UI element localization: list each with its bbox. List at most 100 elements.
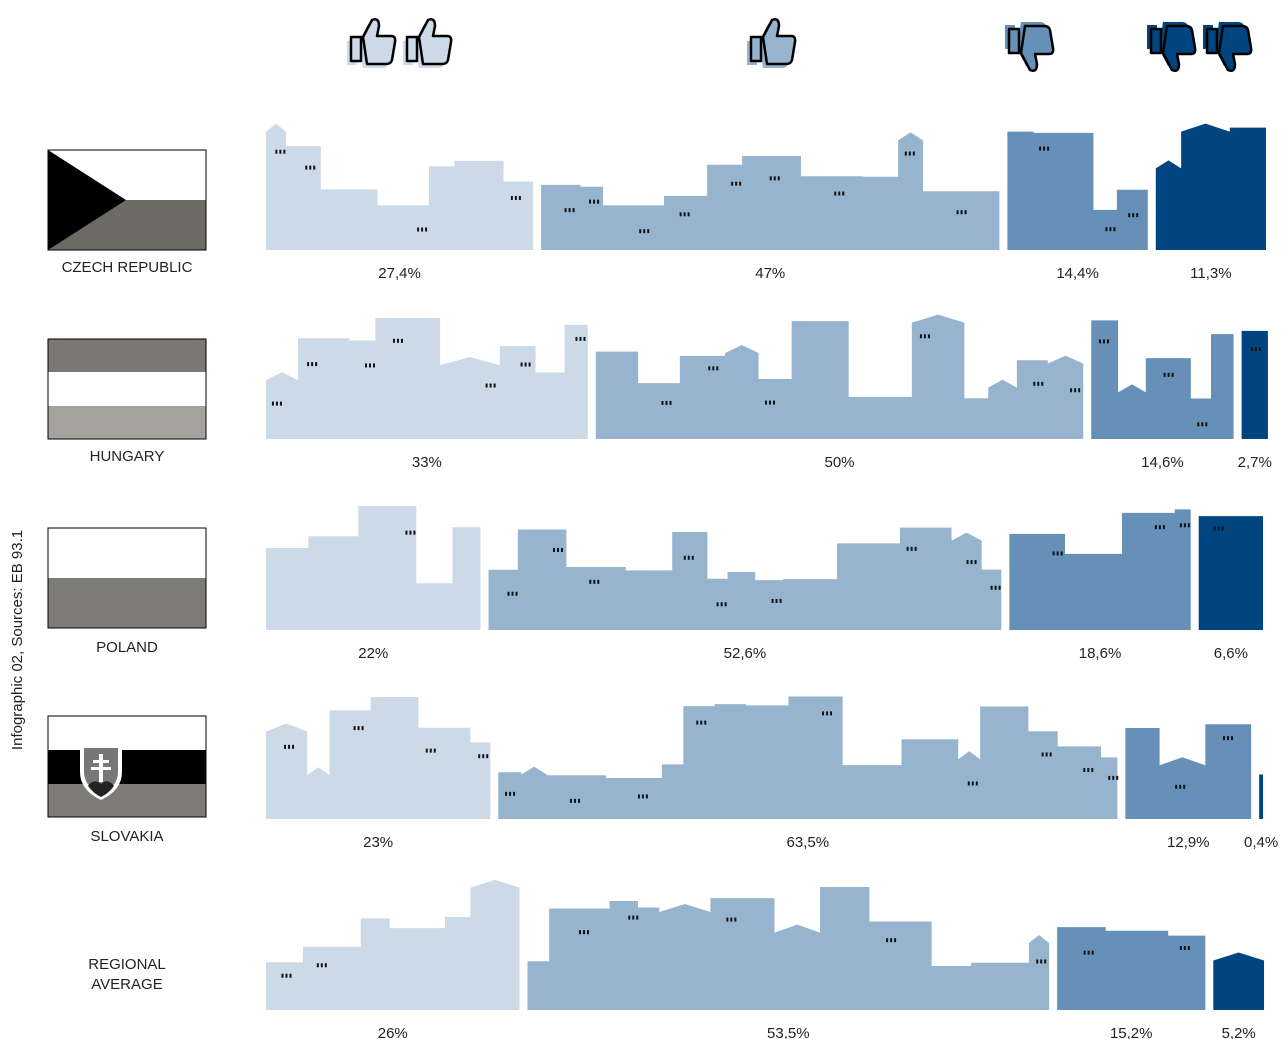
window: [726, 918, 728, 922]
window: [913, 152, 915, 156]
category-label: POLAND: [57, 638, 197, 658]
window: [1074, 388, 1076, 392]
window: [1113, 227, 1115, 231]
value-label: 0,4%: [1244, 834, 1278, 851]
window: [393, 339, 395, 343]
chart: Infographic 02, Sources: EB 93.1 27,4%47…: [0, 0, 1287, 1039]
window: [1053, 551, 1055, 555]
window: [597, 580, 599, 584]
value-label: 33%: [412, 454, 442, 471]
thumb-icon: [347, 19, 395, 68]
window: [430, 749, 432, 753]
window: [1087, 768, 1089, 772]
window: [321, 963, 323, 967]
window: [712, 366, 714, 370]
window: [597, 200, 599, 204]
window: [276, 402, 278, 406]
window: [1175, 785, 1177, 789]
window: [1163, 525, 1165, 529]
skyline-bar: [498, 697, 1117, 819]
skyline-bar: [266, 124, 533, 250]
value-label: 11,3%: [1190, 265, 1231, 282]
window: [911, 547, 913, 551]
window: [1183, 785, 1185, 789]
window: [313, 166, 315, 170]
window: [512, 592, 514, 596]
window: [688, 212, 690, 216]
window: [1099, 339, 1101, 343]
window: [700, 721, 702, 725]
window: [1033, 382, 1035, 386]
category-label: HUNGARY: [57, 447, 197, 467]
window: [401, 339, 403, 343]
window: [1092, 951, 1094, 955]
window: [589, 580, 591, 584]
window: [1108, 776, 1110, 780]
window: [1057, 551, 1059, 555]
value-label: 5,2%: [1222, 1025, 1256, 1039]
skyline-bar: [1199, 516, 1263, 630]
category-label: CZECH REPUBLIC: [57, 258, 197, 278]
window: [574, 799, 576, 803]
window: [1040, 960, 1042, 964]
window: [999, 586, 1001, 590]
window: [426, 749, 428, 753]
window: [778, 176, 780, 180]
window: [1046, 752, 1048, 756]
window: [1184, 946, 1186, 950]
window: [826, 711, 828, 715]
thumb: [1009, 26, 1053, 71]
window: [354, 726, 356, 730]
window: [317, 963, 319, 967]
value-label: 2,7%: [1238, 454, 1272, 471]
window: [288, 745, 290, 749]
window: [730, 918, 732, 922]
window: [325, 963, 327, 967]
window: [373, 363, 375, 367]
window: [557, 548, 559, 552]
window: [915, 547, 917, 551]
window: [704, 721, 706, 725]
window: [1132, 213, 1134, 217]
window: [511, 196, 513, 200]
window: [434, 749, 436, 753]
window: [1036, 960, 1038, 964]
page: {"chart_data": {"type": "bar", "orientat…: [0, 0, 1287, 1039]
window: [991, 586, 993, 590]
window: [1255, 347, 1257, 351]
window: [305, 166, 307, 170]
window: [1188, 523, 1190, 527]
window: [920, 334, 922, 338]
window: [688, 556, 690, 560]
window: [405, 531, 407, 535]
window: [1164, 373, 1166, 377]
value-label: 12,9%: [1167, 834, 1210, 851]
window: [995, 586, 997, 590]
window: [409, 531, 411, 535]
window: [311, 362, 313, 366]
flag-hungary: [48, 339, 206, 439]
window: [1136, 213, 1138, 217]
window: [589, 200, 591, 204]
value-label: 63,5%: [787, 834, 830, 851]
window: [1214, 527, 1216, 531]
window: [1116, 776, 1118, 780]
window: [1037, 382, 1039, 386]
window: [561, 548, 563, 552]
window: [830, 711, 832, 715]
window: [490, 384, 492, 388]
skyline-bar: [266, 880, 520, 1010]
window: [413, 531, 415, 535]
window: [725, 602, 727, 606]
flag-poland: [48, 528, 206, 628]
window: [834, 192, 836, 196]
flag-slovakia: [48, 716, 206, 817]
window: [1043, 147, 1045, 151]
window: [890, 938, 892, 942]
skyline-bar: [1213, 953, 1264, 1010]
window: [628, 916, 630, 920]
window: [1128, 213, 1130, 217]
window: [397, 339, 399, 343]
window: [1039, 147, 1041, 151]
window: [661, 401, 663, 405]
